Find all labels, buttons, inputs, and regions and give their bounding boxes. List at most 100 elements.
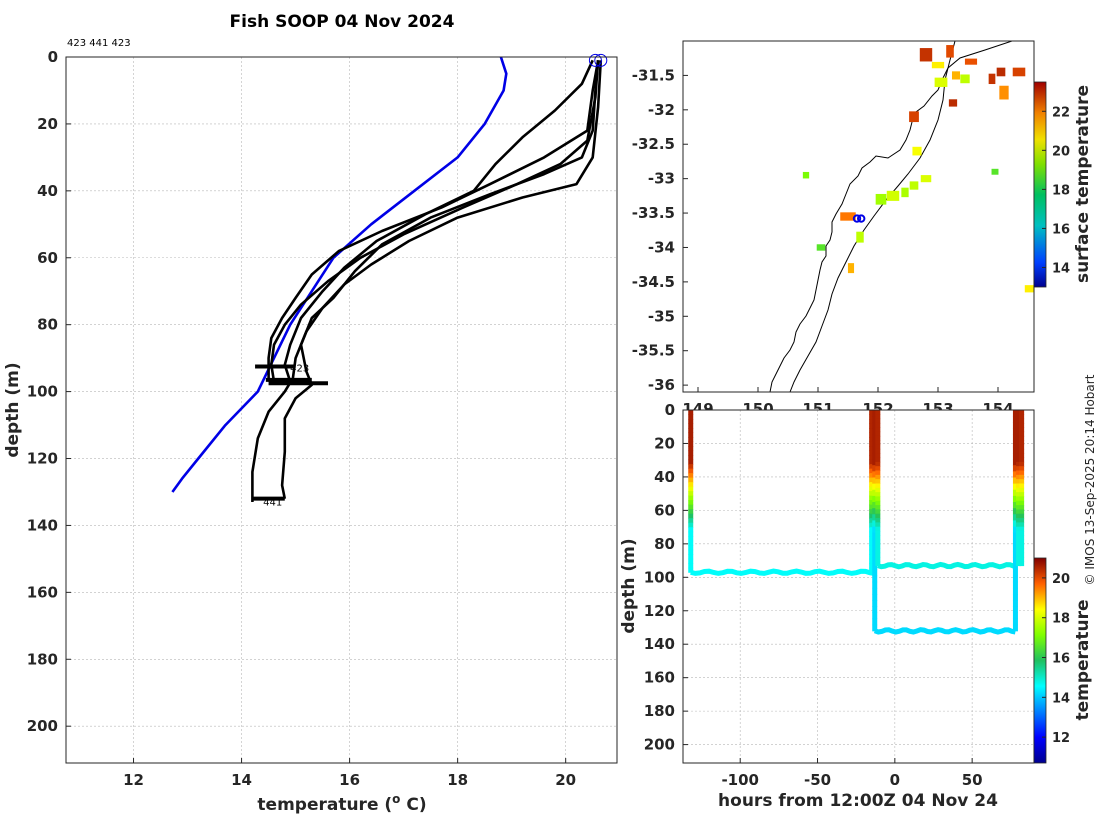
sst-patch — [840, 212, 856, 221]
temperature-colorbar-ticks: 12 14 16 18 20 — [1042, 572, 1070, 746]
sst-patches — [802, 45, 1034, 293]
y-tick-label: 20 — [654, 434, 675, 452]
profile-x-label: temperature (o C) — [257, 792, 426, 815]
sst-patch — [996, 67, 1006, 77]
sst-patch — [847, 263, 855, 274]
y-tick-label: 120 — [644, 602, 675, 620]
depth-time-ticks: -100 -50 0 50 0 20 40 60 80 100 120 140 160 180 200 — [644, 401, 983, 789]
y-tick-label: 0 — [48, 48, 58, 66]
series-line-climatology — [171, 57, 508, 493]
series-line-profile-3 — [283, 59, 594, 382]
y-tick-label: 20 — [37, 115, 58, 133]
depth-time-x-label: hours from 12:00Z 04 Nov 24 — [718, 791, 998, 811]
series-line-profile-5 — [280, 60, 600, 499]
profile-annotation: 441 — [263, 497, 282, 508]
y-tick-label: 160 — [644, 669, 675, 687]
float-marker — [857, 214, 866, 223]
sst-colorbar-tick-label: 18 — [1052, 183, 1070, 198]
float-positions — [852, 214, 866, 223]
sst-patch — [1024, 285, 1034, 293]
temperature-colorbar-tick-label: 14 — [1052, 691, 1070, 706]
y-tick-label: 120 — [27, 450, 58, 468]
series-line-profile-1 — [267, 60, 600, 379]
sst-patch — [919, 48, 933, 62]
sst-colorbar-tick-label: 16 — [1052, 222, 1070, 237]
profile-annotation: 423 — [290, 364, 309, 375]
profile-annotations: 423 423 441 — [263, 364, 309, 509]
surface-marker — [588, 53, 602, 67]
sst-colorbar-tick-label: 20 — [1052, 144, 1070, 159]
sst-colorbar-tick-label: 22 — [1052, 105, 1070, 120]
depth-time-panel: -100 -50 0 50 0 20 40 60 80 100 120 140 160 180 200 12… — [619, 401, 1093, 811]
sst-patch — [960, 74, 970, 84]
drift-track — [690, 568, 876, 576]
sst-patch — [988, 73, 996, 85]
y-tick-label: 200 — [644, 736, 675, 754]
x-tick-label: 50 — [962, 771, 983, 789]
y-tick-label: 80 — [654, 535, 675, 553]
lat-tick-label: -33.5 — [632, 204, 675, 222]
depth-time-y-label: depth (m) — [619, 538, 639, 633]
x-tick-label: -50 — [804, 771, 831, 789]
y-tick-label: 200 — [27, 717, 58, 735]
temperature-colorbar-label: temperature — [1073, 599, 1093, 720]
sst-colorbar-label: surface temperature — [1073, 85, 1093, 283]
shelf-contour — [789, 41, 956, 392]
y-tick-label: 60 — [37, 249, 58, 267]
lat-tick-label: -34 — [648, 238, 675, 256]
y-tick-label: 160 — [27, 583, 58, 601]
profile-x-label-end: C) — [400, 795, 426, 815]
lat-tick-label: -31.5 — [632, 66, 675, 84]
sst-colorbar-tick-label: 14 — [1052, 261, 1070, 276]
sst-patch — [991, 168, 999, 175]
sst-patch — [912, 146, 922, 156]
lat-tick-label: -35 — [648, 307, 675, 325]
lat-tick-label: -32.5 — [632, 135, 675, 153]
sst-patch — [909, 181, 919, 190]
sst-patch — [886, 190, 900, 201]
profile-x-label-sup: o — [392, 792, 400, 806]
sst-patch — [999, 85, 1009, 100]
profile-x-label-main: temperature ( — [257, 795, 392, 815]
x-tick-label: 14 — [231, 771, 252, 789]
lat-tick-label: -34.5 — [632, 273, 675, 291]
x-tick-label: 16 — [339, 771, 360, 789]
temperature-colorbar-tick-label: 16 — [1052, 652, 1070, 667]
profile-y-label: depth (m) — [3, 362, 23, 457]
sst-patch — [948, 99, 958, 107]
sst-colorbar-ticks: 14 16 18 20 22 — [1042, 105, 1070, 276]
lat-tick-label: -33 — [648, 170, 675, 188]
x-tick-label: -100 — [721, 771, 759, 789]
sst-patch — [1012, 67, 1026, 77]
sst-patch — [875, 193, 887, 205]
profile-series — [171, 57, 603, 502]
sst-map-panel: -31.5 -32 -32.5 -33 -33.5 -34 -34.5 -35 -35.5 -36… — [632, 40, 1093, 418]
credit-text: © IMOS 13-Sep-2025 20:14 Hobart — [1083, 374, 1097, 585]
y-tick-label: 140 — [27, 516, 58, 534]
x-tick-label: 18 — [447, 771, 468, 789]
y-tick-label: 40 — [654, 468, 675, 486]
sst-patch — [951, 71, 961, 80]
surface-marker — [594, 53, 608, 67]
x-tick-label: 20 — [555, 771, 576, 789]
sst-patch — [856, 231, 864, 243]
float-marker — [852, 214, 862, 223]
x-tick-label: 12 — [123, 771, 144, 789]
temperature-colorbar-tick-label: 18 — [1052, 612, 1070, 627]
profile-title: Fish SOOP 04 Nov 2024 — [230, 12, 455, 32]
profile-plot-area — [66, 57, 617, 763]
sst-patch — [901, 187, 909, 198]
y-tick-label: 180 — [644, 702, 675, 720]
temperature-colorbar — [1033, 557, 1047, 764]
depth-time-plot-area — [683, 410, 1034, 763]
depth-time-series — [688, 410, 1025, 635]
lat-tick-label: -36 — [648, 376, 675, 394]
lat-tick-label: -32 — [648, 101, 675, 119]
sst-patch — [802, 171, 810, 179]
profile-axes-box — [65, 56, 618, 764]
y-tick-label: 140 — [644, 635, 675, 653]
y-tick-label: 180 — [27, 650, 58, 668]
sst-patch — [931, 61, 945, 69]
